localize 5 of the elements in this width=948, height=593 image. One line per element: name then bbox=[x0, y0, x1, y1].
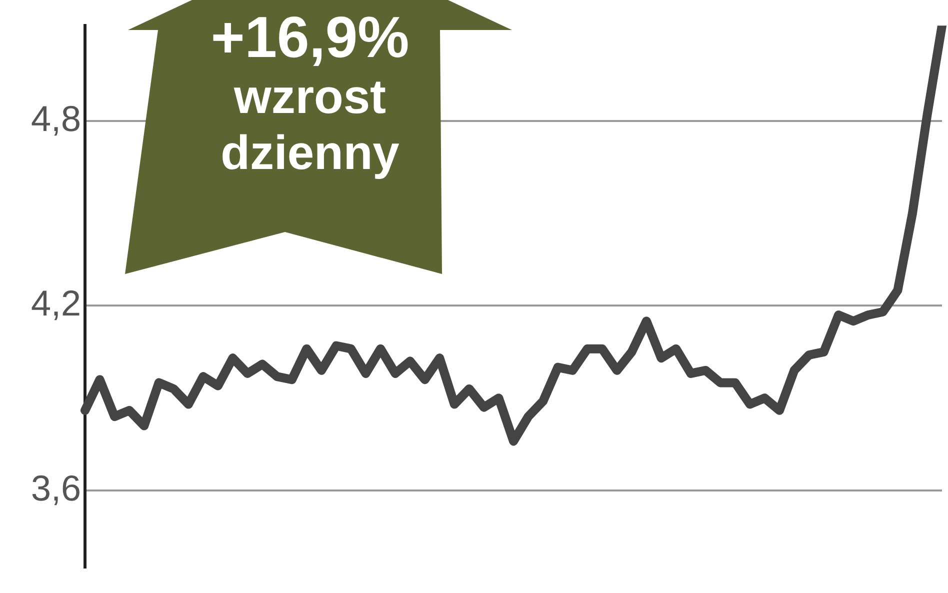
annotation: +16,9% bbox=[210, 5, 410, 70]
y-tick-label: 4,8 bbox=[30, 98, 81, 139]
y-tick-label: 3,6 bbox=[30, 467, 81, 508]
annotation: wzrost dzienny bbox=[220, 70, 400, 182]
y-tick-label: 4,2 bbox=[30, 282, 81, 324]
